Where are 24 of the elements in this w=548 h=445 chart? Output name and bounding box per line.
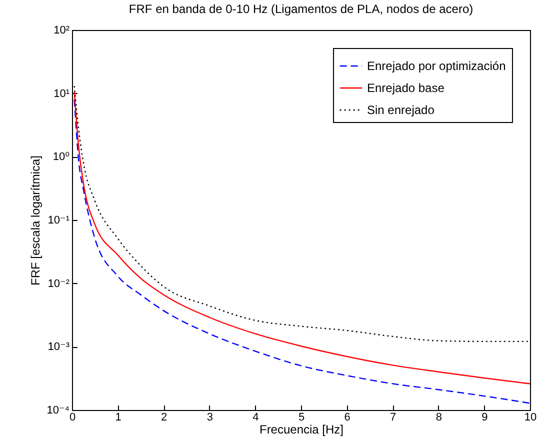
y-tick-label: 10⁻¹: [48, 214, 70, 226]
y-tick-label: 10¹: [54, 88, 70, 100]
x-tick-label: 5: [298, 412, 305, 424]
x-tick-label: 7: [390, 412, 396, 424]
x-tick-label: 1: [115, 412, 122, 424]
y-axis-title: FRF [escala logarítmica]: [28, 155, 43, 286]
x-tick-label: 2: [161, 412, 168, 424]
legend-label: Sin enrejado: [367, 103, 435, 117]
y-tick-label: 10⁻³: [48, 341, 70, 354]
x-tick-label: 3: [206, 412, 213, 424]
x-tick-label: 10: [524, 412, 537, 424]
y-tick-label: 10⁻²: [48, 278, 70, 290]
x-tick-label: 6: [344, 412, 350, 424]
y-tick-label: 10⁻⁴: [46, 404, 70, 416]
x-axis-title: Frecuencia [Hz]: [259, 422, 344, 436]
legend-label: Enrejado por optimización: [367, 59, 506, 73]
x-tick-label: 9: [482, 412, 488, 424]
chart-title: FRF en banda de 0-10 Hz (Ligamentos de PLA, nodos de acero): [128, 2, 474, 16]
x-tick-label: 0: [69, 412, 76, 424]
legend-label: Enrejado base: [367, 81, 445, 95]
x-tick-label: 8: [436, 412, 442, 424]
x-tick-label: 4: [252, 412, 259, 424]
y-tick-label: 10²: [54, 24, 70, 36]
y-tick-label: 10⁰: [52, 151, 70, 164]
